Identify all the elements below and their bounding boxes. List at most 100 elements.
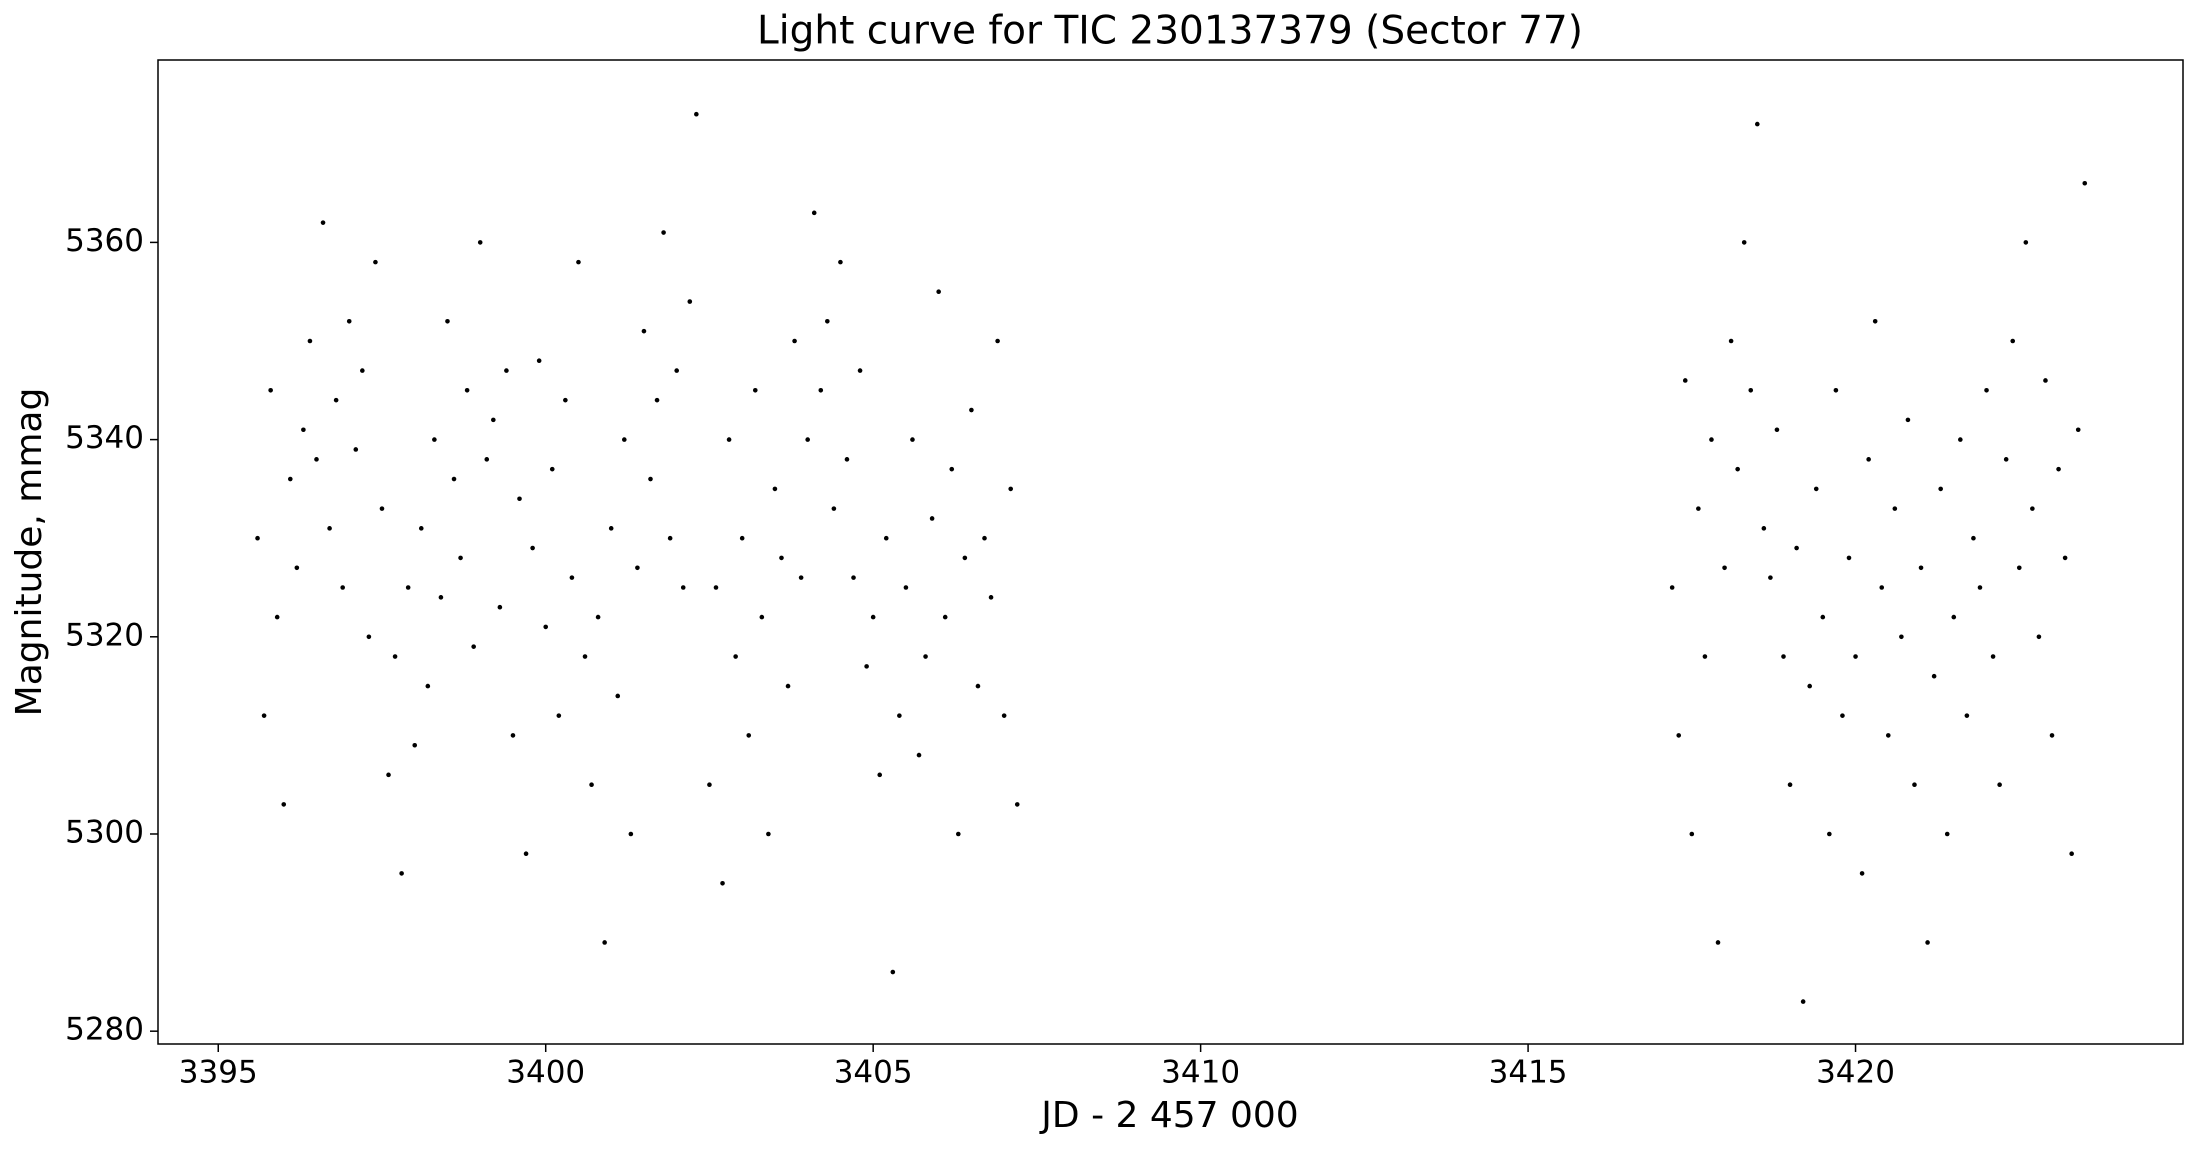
data-point <box>792 338 797 344</box>
data-point <box>1931 673 1937 679</box>
data-point <box>687 299 693 304</box>
data-point <box>635 565 640 571</box>
y-tick-label: 5280 <box>65 1012 144 1048</box>
x-tick-label: 3410 <box>1161 1055 1240 1091</box>
data-point <box>870 614 876 620</box>
data-point <box>2036 634 2042 640</box>
data-point <box>969 407 974 413</box>
data-point <box>752 388 758 393</box>
data-point <box>916 752 922 758</box>
data-point <box>517 496 522 502</box>
data-point <box>674 368 679 373</box>
data-point <box>942 614 948 620</box>
data-point <box>654 397 660 403</box>
data-point <box>897 713 902 718</box>
data-point <box>549 466 555 472</box>
data-point <box>936 289 941 295</box>
data-point <box>366 634 372 640</box>
x-tick-label: 3405 <box>834 1055 913 1091</box>
data-point <box>680 585 686 590</box>
data-point <box>733 654 738 659</box>
data-point <box>2030 506 2035 511</box>
y-tick-label: 5320 <box>65 617 144 653</box>
data-point <box>399 871 404 876</box>
data-point <box>438 595 444 600</box>
data-point <box>622 437 627 442</box>
data-point <box>569 575 575 580</box>
data-point <box>268 388 273 393</box>
data-point <box>386 772 391 778</box>
data-point <box>1971 535 1976 541</box>
data-point <box>628 831 634 837</box>
data-point <box>1001 713 1007 718</box>
data-point <box>949 466 955 472</box>
data-point <box>890 969 896 975</box>
x-tick-label: 3420 <box>1816 1055 1895 1091</box>
data-point <box>261 713 267 718</box>
data-point <box>274 614 280 620</box>
data-point <box>779 555 784 561</box>
data-point <box>1768 575 1773 580</box>
plot-frame <box>157 59 2184 1045</box>
data-point <box>1722 565 1727 571</box>
data-point <box>883 535 889 541</box>
data-point <box>595 614 601 620</box>
data-point <box>818 388 824 393</box>
data-point <box>988 595 994 600</box>
data-point <box>464 388 470 393</box>
data-point <box>1951 614 1957 620</box>
data-point <box>1709 437 1714 442</box>
data-point <box>2075 427 2081 433</box>
data-point <box>1820 614 1826 620</box>
data-point <box>1918 565 1924 571</box>
data-point <box>418 526 424 531</box>
data-point <box>1872 318 1878 324</box>
data-point <box>523 851 529 857</box>
data-point <box>667 535 673 541</box>
data-point <box>1827 831 1832 837</box>
data-point <box>857 368 863 373</box>
data-point <box>707 782 712 787</box>
data-point <box>589 782 594 787</box>
data-point <box>2082 180 2088 186</box>
data-point <box>543 624 549 630</box>
data-point <box>661 230 666 235</box>
data-point <box>1859 871 1865 876</box>
data-point <box>373 259 378 265</box>
data-point <box>766 831 771 837</box>
data-point <box>1755 121 1760 127</box>
data-point <box>287 476 293 482</box>
data-point <box>2069 851 2074 857</box>
data-point <box>510 733 516 738</box>
data-point <box>844 457 850 462</box>
data-point <box>1682 378 1688 383</box>
data-point <box>1846 555 1852 561</box>
data-point <box>294 565 300 571</box>
data-point <box>831 506 837 511</box>
y-axis-label: Magnitude, mmag <box>9 388 50 717</box>
data-point <box>956 831 961 837</box>
data-point <box>307 338 313 344</box>
data-point <box>1761 526 1767 531</box>
data-point <box>2056 466 2061 472</box>
data-point <box>975 683 981 689</box>
x-tick-label: 3400 <box>506 1055 585 1091</box>
data-point <box>1938 486 1943 492</box>
data-point <box>1689 831 1695 837</box>
data-point <box>255 535 260 541</box>
data-point <box>1885 733 1891 738</box>
data-point <box>641 328 647 334</box>
data-point <box>1787 782 1793 787</box>
data-point <box>2062 555 2068 561</box>
data-point <box>962 555 968 561</box>
data-point <box>838 259 843 265</box>
data-point <box>720 880 725 886</box>
data-point <box>608 526 614 531</box>
data-point <box>301 427 306 433</box>
data-point <box>1990 654 1996 659</box>
data-point <box>2003 457 2009 462</box>
data-point <box>1774 427 1780 433</box>
data-point <box>2049 733 2055 738</box>
x-tick-label: 3415 <box>1489 1055 1568 1091</box>
